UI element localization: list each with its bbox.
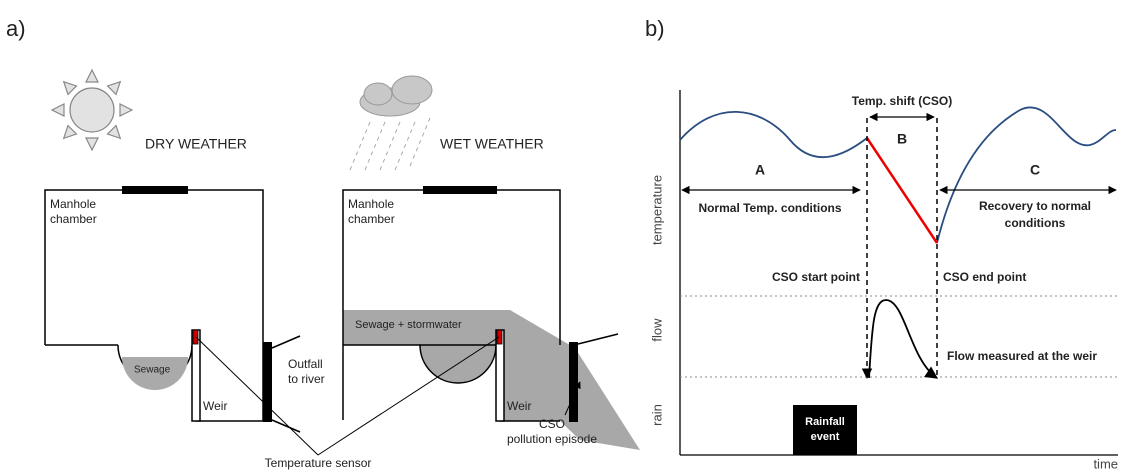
cso-label: pollution episode	[507, 432, 597, 446]
axis-label: time	[1093, 456, 1118, 471]
stormwater-label: Sewage + stormwater	[355, 319, 462, 331]
temperature-curve	[680, 112, 867, 157]
normal-label: Normal Temp. conditions	[698, 201, 841, 215]
sun-disc	[70, 88, 114, 132]
rain-streak	[410, 118, 430, 166]
panel-label: a)	[6, 16, 26, 41]
ray	[108, 77, 125, 94]
weir-label: Weir	[203, 399, 227, 413]
rain-streak	[395, 122, 415, 170]
flow-curve	[869, 300, 937, 378]
page: a) DRY WEATHER WET WEATHER Manhole chamb…	[0, 0, 1121, 471]
cloud	[360, 76, 432, 116]
chamber-label: Manhole	[50, 197, 96, 211]
outfall-label: to river	[288, 372, 325, 386]
start-label: CSO start point	[772, 270, 860, 284]
sensor	[497, 330, 502, 344]
rainfall-label: event	[811, 431, 840, 443]
ray	[108, 126, 125, 143]
cso-label: CSO	[539, 417, 565, 431]
ray	[120, 104, 132, 116]
leader	[196, 337, 318, 455]
sun	[52, 70, 132, 150]
end-label: CSO end point	[943, 270, 1026, 284]
outfall-label: Outfall	[288, 357, 323, 371]
chamber-label: chamber	[50, 212, 97, 226]
cloud-part	[364, 83, 392, 105]
rain-streak	[380, 122, 400, 170]
cso-markers	[867, 118, 937, 378]
chamber-label: Manhole	[348, 197, 394, 211]
ray	[86, 138, 98, 150]
axis-label: rain	[649, 404, 664, 426]
phase-label: A	[755, 162, 765, 178]
sewage-label: Sewage	[134, 365, 171, 376]
phase-label: B	[897, 131, 907, 147]
ray	[86, 70, 98, 82]
ray	[59, 126, 76, 143]
ray	[52, 104, 64, 116]
cloud-part	[392, 76, 432, 104]
shift-label: Temp. shift (CSO)	[852, 94, 952, 108]
recovery-label: conditions	[1005, 216, 1066, 230]
panel-label: b)	[645, 16, 665, 41]
recovery-label: Recovery to normal	[979, 199, 1091, 213]
dry-chamber	[45, 190, 300, 432]
chamber-label: chamber	[348, 212, 395, 226]
dry-title: DRY WEATHER	[145, 136, 247, 152]
stormwater	[343, 310, 640, 450]
sensor-label: Temperature sensor	[265, 456, 372, 470]
figure: a) DRY WEATHER WET WEATHER Manhole chamb…	[0, 0, 1121, 471]
sensor	[193, 330, 198, 344]
manhole-lid	[423, 186, 497, 194]
flow-note: Flow measured at the weir	[947, 349, 1097, 363]
phase-arrows	[682, 117, 1116, 190]
weir-label: Weir	[507, 399, 531, 413]
leader	[318, 337, 499, 455]
ray	[59, 77, 76, 94]
phase-label: C	[1030, 162, 1040, 178]
outfall-pipe	[272, 336, 300, 348]
outfall-gate	[263, 342, 272, 422]
axis-label: flow	[649, 318, 664, 342]
outfall-pipe	[578, 334, 618, 344]
rain	[350, 118, 430, 170]
wet-title: WET WEATHER	[440, 136, 544, 152]
sun-rays	[52, 70, 132, 150]
manhole-lid	[122, 186, 188, 194]
outfall-pipe	[272, 420, 300, 432]
axis-label: temperature	[649, 175, 664, 245]
rain-streak	[365, 122, 385, 170]
rain-streak	[350, 122, 370, 170]
separators	[680, 296, 1118, 377]
outfall-gate	[569, 342, 578, 422]
temperature-shift	[867, 138, 937, 243]
rainfall-label: Rainfall	[805, 416, 845, 428]
